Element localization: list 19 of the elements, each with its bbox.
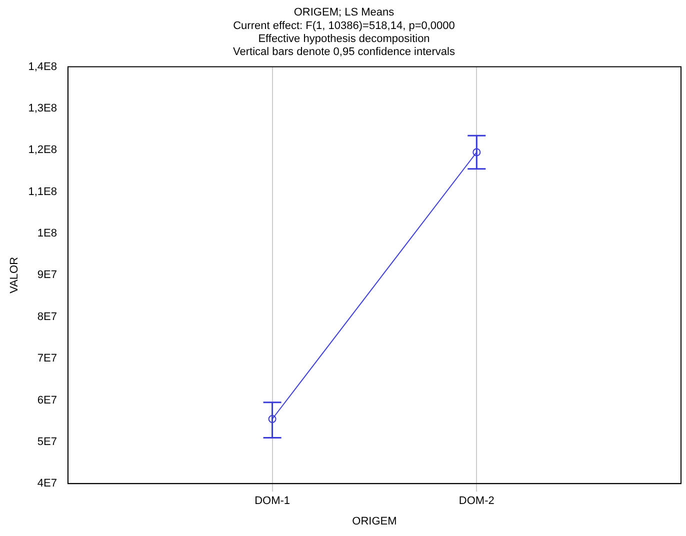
- y-tick-label: 1E8: [37, 228, 57, 240]
- y-tick-label: 1,1E8: [28, 186, 57, 198]
- y-tick-label: 9E7: [37, 269, 57, 282]
- y-tick-label: 1,4E8: [28, 60, 57, 73]
- chart-subtitle: Current effect: F(1, 10386)=518,14, p=0,0000: [233, 20, 455, 32]
- x-axis-title: ORIGEM: [352, 515, 397, 528]
- y-tick-label: 1,2E8: [28, 144, 57, 156]
- y-tick-label: 7E7: [37, 352, 57, 365]
- x-tick-label: DOM-1: [254, 495, 290, 508]
- y-tick-label: 8E7: [37, 310, 57, 323]
- text: Vertical bars denote 0,95 confidence intervals: [233, 46, 456, 58]
- text: Effective hypothesis decomposition: [258, 33, 430, 46]
- x-tick-label: DOM-2: [458, 495, 494, 508]
- y-tick-label: 6E7: [37, 394, 57, 406]
- y-axis-title: VALOR: [8, 256, 21, 294]
- y-tick-label: 4E7: [37, 478, 57, 490]
- y-tick-label: 5E7: [37, 436, 57, 448]
- chart-title: ORIGEM; LS Means: [294, 6, 395, 19]
- y-tick-label: 1,3E8: [28, 102, 57, 115]
